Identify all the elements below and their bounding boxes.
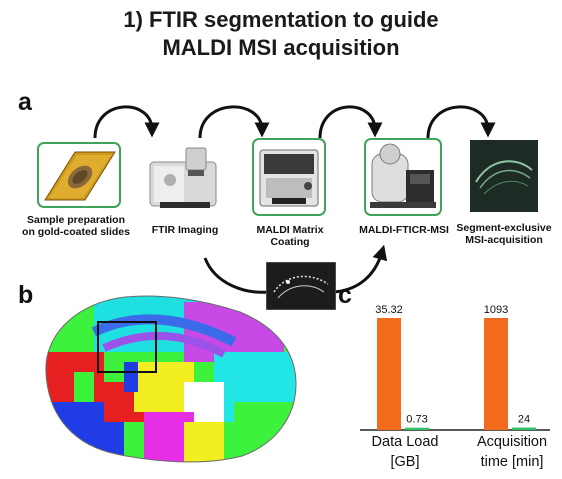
ftir-segmentation-map [45,295,297,463]
data-reduction-bar-chart: 35.32 0.73 1093 24 [360,304,550,431]
step-label-ftir: FTIR Imaging [151,224,219,236]
panel-label-a: a [18,88,32,116]
gold-slide-icon [44,151,116,201]
segment-mask-thumbnail [266,262,336,310]
step-label-segment-msi: Segment-exclusive MSI-acquisition [456,222,552,246]
bar-value-label-1-0: 1093 [484,304,508,316]
bar-value-label-1-1: 24 [518,414,530,426]
arrow-step1-to-step2 [93,105,160,139]
arrow-step4-to-step5 [426,105,496,139]
arrow-step3-to-step4 [318,105,383,139]
title-line-2: MALDI MSI acquisition [162,35,400,60]
bar-0-1 [405,427,429,430]
arrow-ftir-to-segment [203,257,269,294]
figure-title: 1) FTIR segmentation to guide MALDI MSI … [0,6,562,62]
bar-1-1 [512,427,536,430]
title-line-1: 1) FTIR segmentation to guide [123,7,439,32]
step-box-fticr [364,138,442,216]
category-label-acquisition-time: Acquisition time [min] [476,434,548,470]
msi-segment-image-icon [470,140,538,212]
step-box-sample-prep [37,142,121,208]
step-label-fticr: MALDI-FTICR-MSI [359,224,449,236]
step-box-matrix-coating [252,138,326,216]
ftir-microscope-icon [149,147,217,208]
panel-label-b: b [18,281,34,309]
bar-1-0 [484,318,508,430]
step-label-sample-prep: Sample preparation on gold-coated slides [22,214,130,238]
bar-value-label-0-1: 0.73 [406,414,427,426]
bar-0-0 [377,318,401,430]
arrow-step2-to-step3 [198,105,270,139]
matrix-sprayer-icon [259,149,319,207]
arrow-segment-to-fticr [333,244,388,294]
roi-box [97,321,157,373]
fticr-instrument-icon [370,143,436,208]
category-label-data-load: Data Load [GB] [371,434,439,470]
bar-value-label-0-0: 35.32 [375,304,403,316]
step-label-matrix-coating: MALDI Matrix Coating [256,224,324,248]
